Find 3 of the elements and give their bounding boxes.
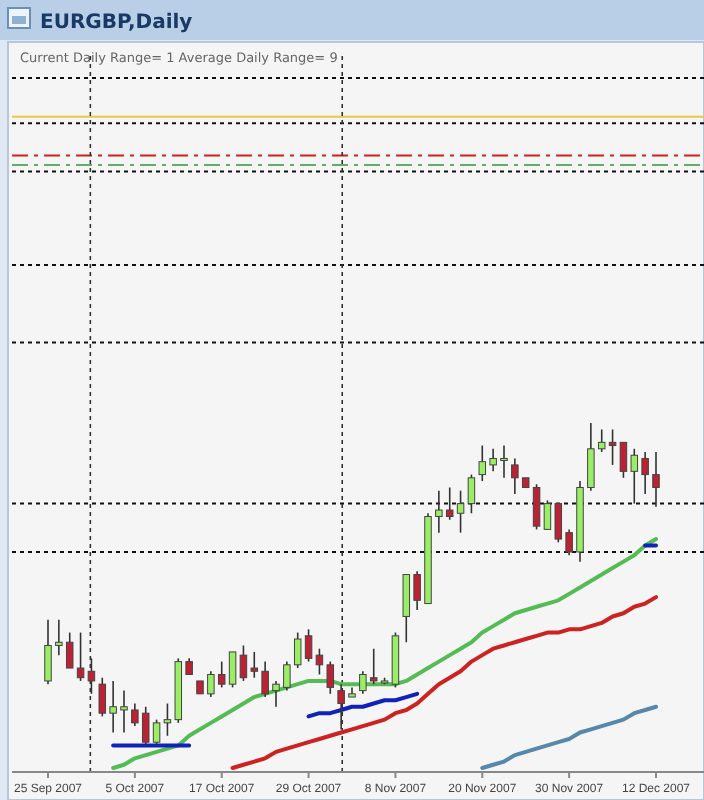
chart-title: EURGBP,Daily <box>40 12 194 34</box>
candlestick <box>87 657 96 695</box>
candlestick <box>467 473 476 515</box>
